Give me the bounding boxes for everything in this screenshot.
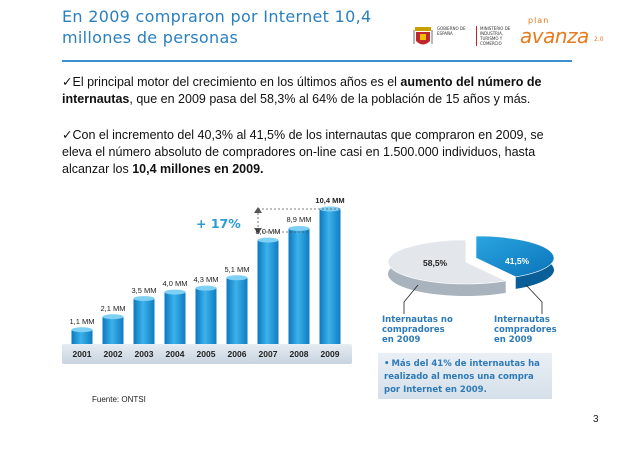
bullet-text: El principal motor del crecimiento en lo… xyxy=(72,75,401,89)
bullet-paragraph-2: ✓Con el incremento del 40,3% al 41,5% de… xyxy=(62,127,572,178)
bar-value-label: 4,0 MM xyxy=(162,279,188,289)
bar-value-label: 3,5 MM xyxy=(131,285,157,295)
pie-label-buyers: 41,5% xyxy=(505,256,530,266)
government-logo: GOBIERNO DE ESPAÑA MINISTERIO DE INDUSTR… xyxy=(412,24,512,50)
year-axis-band xyxy=(62,344,352,364)
bar-value-label: 4,3 MM xyxy=(193,275,219,285)
bar-value-label: 10,4 MM xyxy=(315,196,345,205)
bar-value-label: 5,1 MM xyxy=(224,264,250,274)
plan-logo-version: 2.0 xyxy=(594,36,604,43)
note-line: por Internet en 2009. xyxy=(384,385,487,395)
bullet-text: Con el incremento del 40,3% al 41,5% de … xyxy=(62,128,544,176)
legend-line: compradores xyxy=(382,325,445,335)
legend-line: compradores xyxy=(494,325,557,335)
bar-cap-2009 xyxy=(319,206,341,212)
bar-2002 xyxy=(102,316,124,344)
year-tick-label: 2003 xyxy=(134,349,154,359)
year-tick-label: 2008 xyxy=(289,349,309,359)
bar-2001 xyxy=(71,329,93,344)
checkmark-icon: ✓ xyxy=(62,128,73,142)
bar-value-label: 2,1 MM xyxy=(100,303,126,313)
bar-value-label: 8,0 MM xyxy=(255,227,281,237)
government-name: GOBIERNO DE ESPAÑA xyxy=(437,26,466,36)
note-line: realizado al menos una compra xyxy=(384,372,534,382)
note-callout: • Más del 41% de internautas ha realizado… xyxy=(378,353,552,399)
year-tick-label: 2007 xyxy=(258,349,278,359)
plan-avanza-logo: plan avanza 2.0 xyxy=(520,16,610,52)
source-note: Fuente: ONTSI xyxy=(92,395,146,404)
note-text: Más del 41% de internautas ha xyxy=(391,359,540,369)
growth-label: + 17% xyxy=(196,216,241,231)
year-tick-label: 2005 xyxy=(196,349,216,359)
bullet-icon: • xyxy=(384,359,390,369)
bar-2004 xyxy=(164,292,186,344)
year-tick-label: 2001 xyxy=(72,349,92,359)
bar-cap-2001 xyxy=(71,327,93,333)
bar-cap-2007 xyxy=(257,237,279,243)
bar-2009 xyxy=(319,209,341,344)
bar-cap-2004 xyxy=(164,289,186,295)
bullet-bold-text: 10,4 millones en 2009. xyxy=(132,162,264,176)
plan-logo-word: avanza xyxy=(520,24,589,48)
plan-logo-prefix: plan xyxy=(528,16,550,25)
pie-chart xyxy=(387,235,555,296)
year-tick-label: 2006 xyxy=(227,349,247,359)
pie-slice-non-buyers xyxy=(387,239,507,296)
legend-non-buyers: Internautas no compradores en 2009 xyxy=(382,315,453,345)
bar-2007 xyxy=(257,240,279,344)
bar-value-label: 8,9 MM xyxy=(286,215,312,225)
year-tick-label: 2009 xyxy=(320,349,340,359)
bullet-bold-text: aumento del número de internautas xyxy=(62,75,542,106)
bar-cap-2005 xyxy=(195,285,217,291)
legend-line: Internautas no xyxy=(382,315,453,325)
legend-line: Internautas xyxy=(494,315,550,325)
bullet-paragraph-1: ✓El principal motor del crecimiento en l… xyxy=(62,74,572,108)
title-divider xyxy=(62,60,572,62)
page-title: En 2009 compraron por Internet 10,4 mill… xyxy=(62,7,372,47)
checkmark-icon: ✓ xyxy=(62,75,73,89)
pie-label-non-buyers: 58,5% xyxy=(423,258,448,268)
bar-2006 xyxy=(226,277,248,344)
bar-2008 xyxy=(288,228,310,344)
year-tick-label: 2002 xyxy=(103,349,123,359)
year-tick-label: 2004 xyxy=(165,349,185,359)
bar-cap-2006 xyxy=(226,275,248,281)
bar-cap-2002 xyxy=(102,314,124,320)
bar-cap-2003 xyxy=(133,296,155,302)
bar-2003 xyxy=(133,298,155,344)
bar-cap-2008 xyxy=(288,225,310,231)
note-line: • Más del 41% de internautas ha xyxy=(384,358,546,371)
legend-line: en 2009 xyxy=(494,335,533,345)
coat-of-arms-icon xyxy=(412,24,434,50)
legend-buyers: Internautas compradores en 2009 xyxy=(494,315,557,345)
page-number: 3 xyxy=(593,414,599,425)
pie-leader-lines xyxy=(403,284,543,314)
bar-value-label: 1,1 MM xyxy=(69,316,95,326)
ministry-name: MINISTERIO DE INDUSTRIA, TURISMO Y COMER… xyxy=(476,26,514,46)
bar-2005 xyxy=(195,288,217,344)
legend-line: en 2009 xyxy=(382,335,421,345)
bullet-text: , que en 2009 pasa del 58,3% al 64% de l… xyxy=(129,92,531,106)
